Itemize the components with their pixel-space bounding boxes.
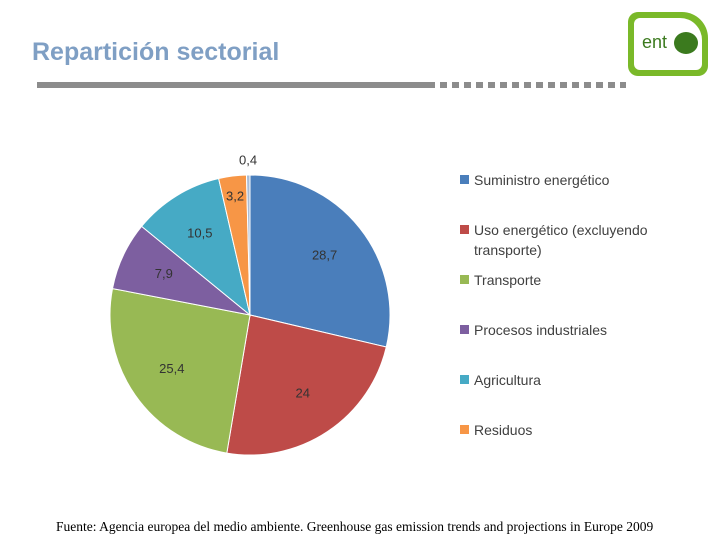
legend-entry: Suministro energético	[460, 170, 660, 220]
legend-entry: Transporte	[460, 270, 660, 320]
pie-slice	[245, 174, 251, 316]
source-note: Fuente: Agencia europea del medio ambien…	[56, 519, 654, 534]
legend-swatch	[460, 275, 469, 284]
pie-slice	[249, 174, 391, 348]
legend-label: Procesos industriales	[474, 322, 608, 338]
pie-slice	[109, 287, 251, 454]
legend-entry: Agricultura	[460, 370, 660, 420]
title-dashes	[440, 82, 626, 88]
legend-label: Agricultura	[474, 372, 541, 388]
legend-swatch	[460, 375, 469, 384]
legend: Suministro energético Uso energético (exc…	[460, 170, 660, 470]
legend-label: Residuos	[474, 422, 533, 438]
data-label: 24	[295, 386, 309, 401]
data-label: 10,5	[187, 226, 212, 241]
slide-title: Repartición sectorial	[32, 38, 280, 66]
pie-slice	[226, 314, 387, 456]
legend-swatch	[460, 425, 469, 434]
data-label: 28,7	[312, 247, 337, 262]
title-rule	[37, 82, 435, 88]
legend-swatch	[460, 225, 469, 234]
data-label: 3,2	[226, 188, 244, 203]
logo-mark	[674, 32, 698, 54]
logo-inner: ent	[634, 18, 702, 70]
legend-entry: Procesos industriales	[460, 320, 660, 370]
pie-slice	[140, 177, 251, 317]
legend-swatch	[460, 175, 469, 184]
data-label: 7,9	[155, 266, 173, 281]
logo: ent	[628, 12, 708, 76]
legend-label: Uso energético (excluyendo transporte)	[474, 222, 648, 258]
legend-label: Suministro energético	[474, 172, 610, 188]
data-label: 25,4	[159, 361, 184, 376]
legend-swatch	[460, 325, 469, 334]
legend-label: Transporte	[474, 272, 542, 288]
legend-entry: Residuos	[460, 420, 660, 470]
legend-entry: Uso energético (excluyendo transporte)	[460, 220, 660, 270]
data-label: 0,4	[239, 152, 257, 167]
logo-text: ent	[642, 32, 668, 52]
